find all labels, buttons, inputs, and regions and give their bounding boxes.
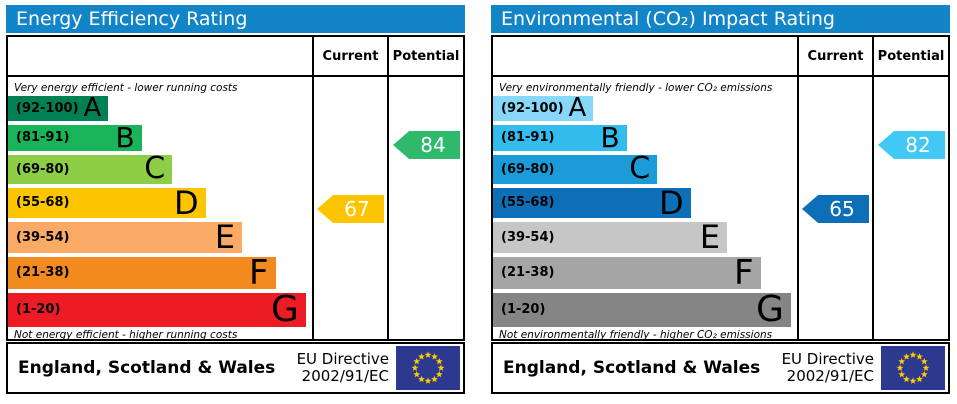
energy-band-g-bar: (1-20) G xyxy=(8,288,306,330)
environmental-potential-column-header: Potential xyxy=(872,37,948,77)
band-range: (39-54) xyxy=(16,229,70,245)
band-range: (21-38) xyxy=(16,265,70,281)
band-range: (92-100) xyxy=(16,100,79,116)
environmental-band-d-bar: (55-68) D xyxy=(493,183,691,222)
environmental-potential-rating-arrow: 82 xyxy=(878,131,945,159)
environmental-band-g-bar: (1-20) G xyxy=(493,288,791,330)
region-label: England, Scotland & Wales xyxy=(503,358,761,378)
environmental-bands-column: Very environmentally friendly - lower CO… xyxy=(493,77,797,339)
energy-band-a: (92-100) A xyxy=(8,94,312,123)
energy-bottom-note: Not energy efficient - higher running co… xyxy=(14,329,238,339)
energy-potential-rating-arrow: 84 xyxy=(393,131,460,159)
energy-current-column: 67 xyxy=(312,77,387,339)
energy-potential-column-header: Potential xyxy=(387,37,463,77)
band-range: (69-80) xyxy=(501,162,555,178)
environmental-band-f: (21-38) F xyxy=(493,255,797,291)
band-letter: B xyxy=(115,120,135,154)
environmental-chart-box: Current Potential Very environmentally f… xyxy=(491,35,950,341)
environmental-band-d: (55-68) D xyxy=(493,186,797,220)
environmental-band-a: (92-100) A xyxy=(493,94,797,123)
band-range: (81-91) xyxy=(16,130,70,146)
energy-current-column-header: Current xyxy=(312,37,387,77)
environmental-band-a-bar: (92-100) A xyxy=(493,93,594,123)
energy-band-b: (81-91) B xyxy=(8,123,312,154)
energy-band-f-bar: (21-38) F xyxy=(8,252,276,293)
band-range: (1-20) xyxy=(501,302,546,318)
environmental-band-g: (1-20) G xyxy=(493,291,797,329)
band-range: (92-100) xyxy=(501,100,564,116)
eu-flag-icon xyxy=(396,346,460,390)
environmental-current-value: 65 xyxy=(829,197,855,221)
band-letter: A xyxy=(568,93,587,123)
energy-top-note: Very energy efficient - lower running co… xyxy=(14,82,238,94)
environmental-potential-value: 82 xyxy=(905,133,931,157)
energy-current-value: 67 xyxy=(344,197,370,221)
environmental-band-b-bar: (81-91) B xyxy=(493,120,627,154)
environmental-band-e: (39-54) E xyxy=(493,220,797,254)
environmental-current-rating-arrow: 65 xyxy=(802,195,869,223)
environmental-impact-panel: Environmental (CO₂) Impact Rating Curren… xyxy=(491,5,950,394)
energy-band-g: (1-20) G xyxy=(8,291,312,329)
environmental-panel-title: Environmental (CO₂) Impact Rating xyxy=(491,5,950,33)
band-range: (21-38) xyxy=(501,265,555,281)
band-letter: E xyxy=(214,218,236,257)
band-range: (81-91) xyxy=(501,130,555,146)
band-letter: G xyxy=(756,288,784,330)
environmental-band-f-bar: (21-38) F xyxy=(493,252,761,293)
band-letter: F xyxy=(248,252,269,293)
eu-directive-label: EU Directive 2002/91/EC xyxy=(296,349,389,385)
environmental-footer: England, Scotland & Wales EU Directive 2… xyxy=(491,342,950,394)
energy-corner-cell xyxy=(8,37,312,77)
environmental-bottom-note: Not environmentally friendly - higher CO… xyxy=(499,329,773,339)
energy-band-e: (39-54) E xyxy=(8,220,312,254)
band-letter: D xyxy=(173,183,199,222)
environmental-corner-cell xyxy=(493,37,797,77)
energy-potential-column: 84 xyxy=(387,77,463,339)
band-letter: A xyxy=(83,93,102,123)
energy-panel-title: Energy Efficiency Rating xyxy=(6,5,465,33)
energy-current-rating-arrow: 67 xyxy=(317,195,384,223)
environmental-band-c: (69-80) C xyxy=(493,153,797,186)
energy-band-e-bar: (39-54) E xyxy=(8,218,243,257)
band-letter: G xyxy=(271,288,299,330)
band-range: (39-54) xyxy=(501,229,555,245)
energy-efficiency-panel: Energy Efficiency Rating Current Potenti… xyxy=(6,5,465,394)
environmental-current-column-header: Current xyxy=(797,37,872,77)
energy-band-c-bar: (69-80) C xyxy=(8,151,173,187)
band-letter: F xyxy=(733,252,754,293)
band-range: (69-80) xyxy=(16,162,70,178)
energy-band-d-bar: (55-68) D xyxy=(8,183,206,222)
band-letter: B xyxy=(600,120,620,154)
band-range: (55-68) xyxy=(501,195,555,211)
epc-rating-charts: Energy Efficiency Rating Current Potenti… xyxy=(6,5,950,394)
eu-directive-label: EU Directive 2002/91/EC xyxy=(781,349,874,385)
band-letter: C xyxy=(144,151,166,187)
environmental-band-c-bar: (69-80) C xyxy=(493,151,658,187)
energy-band-b-bar: (81-91) B xyxy=(8,120,142,154)
band-range: (55-68) xyxy=(16,195,70,211)
eu-flag-icon xyxy=(881,346,945,390)
energy-footer: England, Scotland & Wales EU Directive 2… xyxy=(6,342,465,394)
band-letter: E xyxy=(699,218,721,257)
environmental-current-column: 65 xyxy=(797,77,872,339)
environmental-band-e-bar: (39-54) E xyxy=(493,218,728,257)
energy-band-d: (55-68) D xyxy=(8,186,312,220)
energy-chart-box: Current Potential Very energy efficient … xyxy=(6,35,465,341)
energy-band-a-bar: (92-100) A xyxy=(8,93,109,123)
energy-band-f: (21-38) F xyxy=(8,255,312,291)
band-letter: C xyxy=(629,151,651,187)
band-range: (1-20) xyxy=(16,302,61,318)
region-label: England, Scotland & Wales xyxy=(18,358,276,378)
environmental-top-note: Very environmentally friendly - lower CO… xyxy=(499,82,773,94)
band-letter: D xyxy=(658,183,684,222)
energy-bands-column: Very energy efficient - lower running co… xyxy=(8,77,312,339)
energy-band-c: (69-80) C xyxy=(8,153,312,186)
environmental-potential-column: 82 xyxy=(872,77,948,339)
energy-potential-value: 84 xyxy=(420,133,446,157)
environmental-band-b: (81-91) B xyxy=(493,123,797,154)
